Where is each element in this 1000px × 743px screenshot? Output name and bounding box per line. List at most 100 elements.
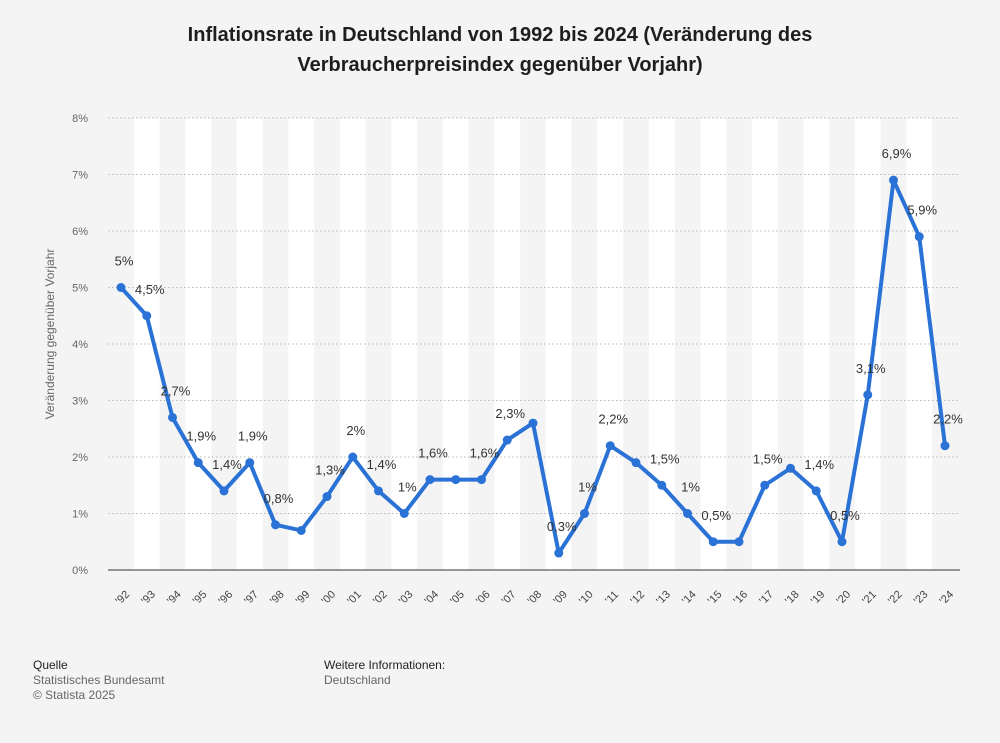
x-tick-label: '96 [217, 589, 236, 608]
y-tick-label: 1% [72, 509, 88, 521]
data-label: 2% [346, 423, 365, 438]
x-tick-label: '16 [732, 589, 751, 608]
x-tick-label: '23 [912, 589, 931, 608]
info-block: Weitere Informationen: Deutschland [324, 658, 445, 688]
band-17 [545, 118, 572, 570]
data-label: 5% [115, 254, 134, 269]
chart-title: Inflationsrate in Deutschland von 1992 b… [0, 20, 1000, 80]
data-point [116, 283, 126, 292]
y-tick-label: 0% [72, 565, 88, 577]
x-tick-label: '17 [757, 589, 776, 608]
data-label: 0,5% [701, 508, 731, 523]
data-label: 1,4% [212, 457, 242, 472]
x-tick-label: '01 [345, 589, 364, 608]
data-label: 2,7% [161, 383, 191, 398]
y-tick-label: 4% [72, 339, 88, 351]
data-label: 0,8% [264, 491, 294, 506]
data-point [580, 509, 589, 518]
data-point [271, 520, 280, 530]
data-label: 1,3% [315, 463, 345, 478]
data-label: 0,3% [547, 519, 577, 534]
data-point [760, 480, 770, 490]
x-tick-label: '13 [654, 589, 673, 608]
x-tick-label: '20 [835, 589, 854, 608]
x-tick-label: '03 [397, 589, 416, 608]
data-point [811, 486, 821, 496]
gridlines [108, 117, 960, 514]
data-point [837, 537, 847, 547]
x-tick-label: '98 [268, 589, 287, 608]
x-tick-label: '05 [448, 589, 467, 608]
data-label: 2,2% [598, 412, 628, 427]
chart-title-line-1: Inflationsrate in Deutschland von 1992 b… [187, 24, 813, 46]
data-label: 3,1% [856, 361, 886, 376]
y-tick-label: 5% [72, 283, 88, 295]
info-text: Deutschland [324, 673, 391, 687]
data-label: 1,9% [238, 429, 268, 444]
data-point [451, 475, 461, 485]
data-point [940, 441, 950, 451]
x-tick-label: '07 [500, 589, 519, 608]
info-heading: Weitere Informationen: [324, 658, 446, 672]
data-point [374, 486, 383, 496]
data-point [683, 509, 692, 518]
x-tick-label: '21 [860, 589, 879, 608]
x-tick-label: '04 [423, 589, 442, 608]
data-point [399, 509, 409, 518]
data-label: 1,5% [753, 451, 783, 466]
data-label: 2,3% [495, 406, 525, 421]
x-tick-label: '08 [526, 589, 545, 608]
data-point [786, 463, 795, 473]
y-tick-label: 8% [72, 113, 88, 125]
y-tick-label: 3% [72, 396, 88, 408]
data-label: 1% [578, 480, 597, 495]
x-tick-label: '12 [629, 589, 648, 608]
x-tick-label: '19 [809, 589, 828, 608]
data-point [914, 232, 924, 242]
data-point [296, 525, 306, 535]
data-point [477, 475, 486, 485]
x-tick-label: '02 [371, 589, 390, 608]
data-point [605, 441, 615, 451]
y-tick-label: 6% [72, 226, 88, 238]
data-point [657, 480, 667, 490]
data-point [631, 458, 641, 468]
y-axis-label: Veränderung gegenüber Vorjahr [43, 249, 57, 420]
data-point [554, 548, 564, 558]
x-tick-label: '94 [165, 589, 184, 608]
band-19 [597, 118, 624, 570]
data-label: 4,5% [135, 282, 165, 297]
x-tick-label: '99 [294, 589, 313, 608]
data-point [502, 435, 512, 445]
source-heading: Quelle [33, 658, 68, 672]
x-tick-label: '24 [938, 589, 957, 608]
x-tick-label: '09 [551, 589, 570, 608]
data-label: 1% [681, 480, 700, 495]
copyright: © Statista 2025 [33, 688, 116, 702]
data-label: 2,2% [933, 412, 963, 427]
data-label: 1,6% [418, 446, 448, 461]
data-point [168, 412, 177, 422]
data-label: 1,6% [470, 446, 500, 461]
x-tick-label: '95 [191, 589, 210, 608]
chart-title-line-2: Verbraucherpreisindex gegenüber Vorjahr) [297, 54, 703, 76]
data-point [193, 458, 203, 468]
source-name: Statistisches Bundesamt [33, 673, 165, 687]
y-axis-ticks: 0% 1% 2% 3% 4% 5% 6% 7% 8% [72, 113, 88, 577]
x-tick-label: '15 [706, 589, 725, 608]
data-labels: 5%4,5% 2,7% 1,9% 1,4% 1,9% 0,8% 1,3% 2% 1,4% 1% 1,… [115, 146, 964, 534]
data-point [889, 175, 898, 185]
data-point [322, 492, 332, 502]
data-label: 1,4% [367, 457, 397, 472]
data-point [708, 537, 718, 547]
data-point [863, 390, 873, 400]
data-label: 1,9% [186, 429, 216, 444]
x-tick-label: '92 [114, 589, 133, 608]
y-tick-label: 7% [72, 170, 88, 182]
data-point [142, 311, 152, 321]
x-tick-label: '22 [886, 589, 905, 608]
x-tick-label: '18 [783, 589, 802, 608]
band-15 [494, 118, 521, 570]
data-point [734, 537, 744, 547]
